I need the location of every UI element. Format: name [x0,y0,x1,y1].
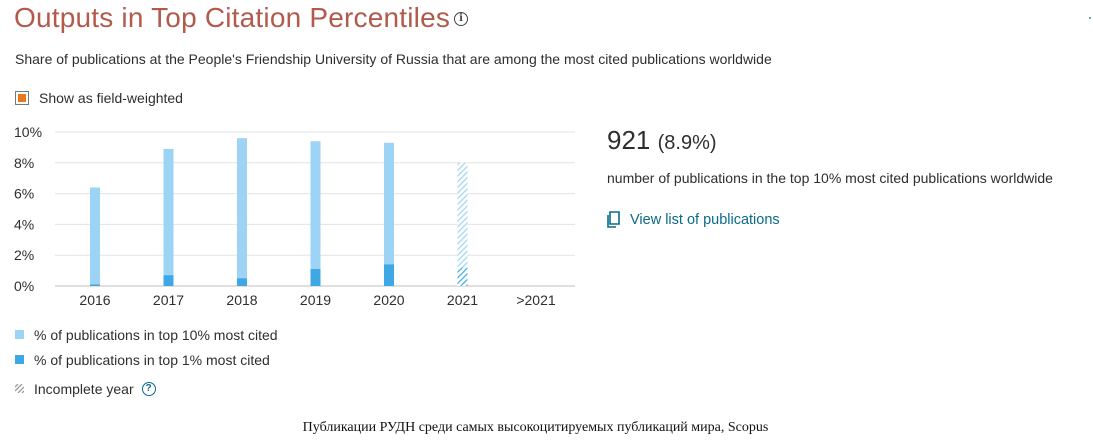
legend-swatch-top10 [15,330,24,339]
bar-top1-2017[interactable] [163,275,174,286]
x-tick-label: 2018 [226,292,257,308]
x-tick-label: 2021 [447,292,478,308]
legend-swatch-incomplete [15,384,24,393]
legend-label-top1: % of publications in top 1% most cited [34,351,270,368]
y-tick-label: 2% [14,247,34,263]
y-tick-label: 4% [14,216,34,232]
legend-label-incomplete: Incomplete year [34,380,134,397]
bar-top10-2018[interactable] [237,138,247,286]
legend-item-top1[interactable]: % of publications in top 1% most cited [15,347,278,372]
x-tick-label: 2020 [373,292,404,308]
y-tick-label: 8% [14,155,34,171]
bar-top1-2018[interactable] [237,278,247,286]
bar-top1-2016[interactable] [90,284,100,286]
question-circle-icon[interactable]: ? [141,381,156,396]
bar-top10-2021[interactable] [457,162,468,286]
figure-caption: Публикации РУДН среди самых высокоцитиру… [302,420,769,435]
legend-swatch-top1 [15,355,24,364]
bar-top10-2019[interactable] [310,141,321,286]
x-tick-label: 2017 [153,292,184,308]
top10-count-value: 921 [607,125,651,155]
field-weighted-toggle[interactable]: Show as field-weighted [15,90,183,106]
legend-item-top10[interactable]: % of publications in top 10% most cited [15,322,278,347]
page-subtitle: Share of publications at the People's Fr… [15,51,772,67]
top10-count-percent: (8.9%) [657,132,717,154]
y-tick-label: 0% [14,278,34,294]
percentile-bar-chart: 0% 2% 4% 6% 8% 10% 2016 2017 2018 2019 2020 2021 >20… [14,124,575,308]
x-tick-label: >2021 [516,292,556,308]
bar-top10-2017[interactable] [163,148,174,286]
bar-top1-2019[interactable] [310,269,321,286]
top10-count-caption: number of publications in the top 10% mo… [607,170,1053,186]
checkbox-indicator [18,94,26,102]
chart-legend: % of publications in top 10% most cited … [15,322,278,401]
view-publications-link[interactable]: View list of publications [607,211,780,228]
bar-top1-2021[interactable] [457,267,468,286]
legend-label-top10: % of publications in top 10% most cited [34,326,278,343]
info-circle-icon[interactable]: i [454,12,469,26]
field-weighted-checkbox[interactable] [15,91,29,105]
x-tick-label: 2019 [300,292,331,308]
document-icon [607,211,620,228]
field-weighted-label: Show as field-weighted [39,90,183,106]
bar-top10-2016[interactable] [90,187,100,286]
decorative-dot [1089,17,1091,19]
view-publications-label: View list of publications [630,211,780,228]
top10-count: 921 (8.9%) [607,125,717,156]
page-title: Outputs in Top Citation Percentiles i [14,2,469,34]
y-tick-label: 10% [14,124,42,140]
title-text: Outputs in Top Citation Percentiles [14,2,451,33]
bar-top10-2020[interactable] [384,142,394,286]
y-tick-label: 6% [14,186,34,202]
x-tick-label: 2016 [79,292,110,308]
legend-item-incomplete: Incomplete year ? [15,376,278,401]
bar-top1-2020[interactable] [384,264,394,286]
